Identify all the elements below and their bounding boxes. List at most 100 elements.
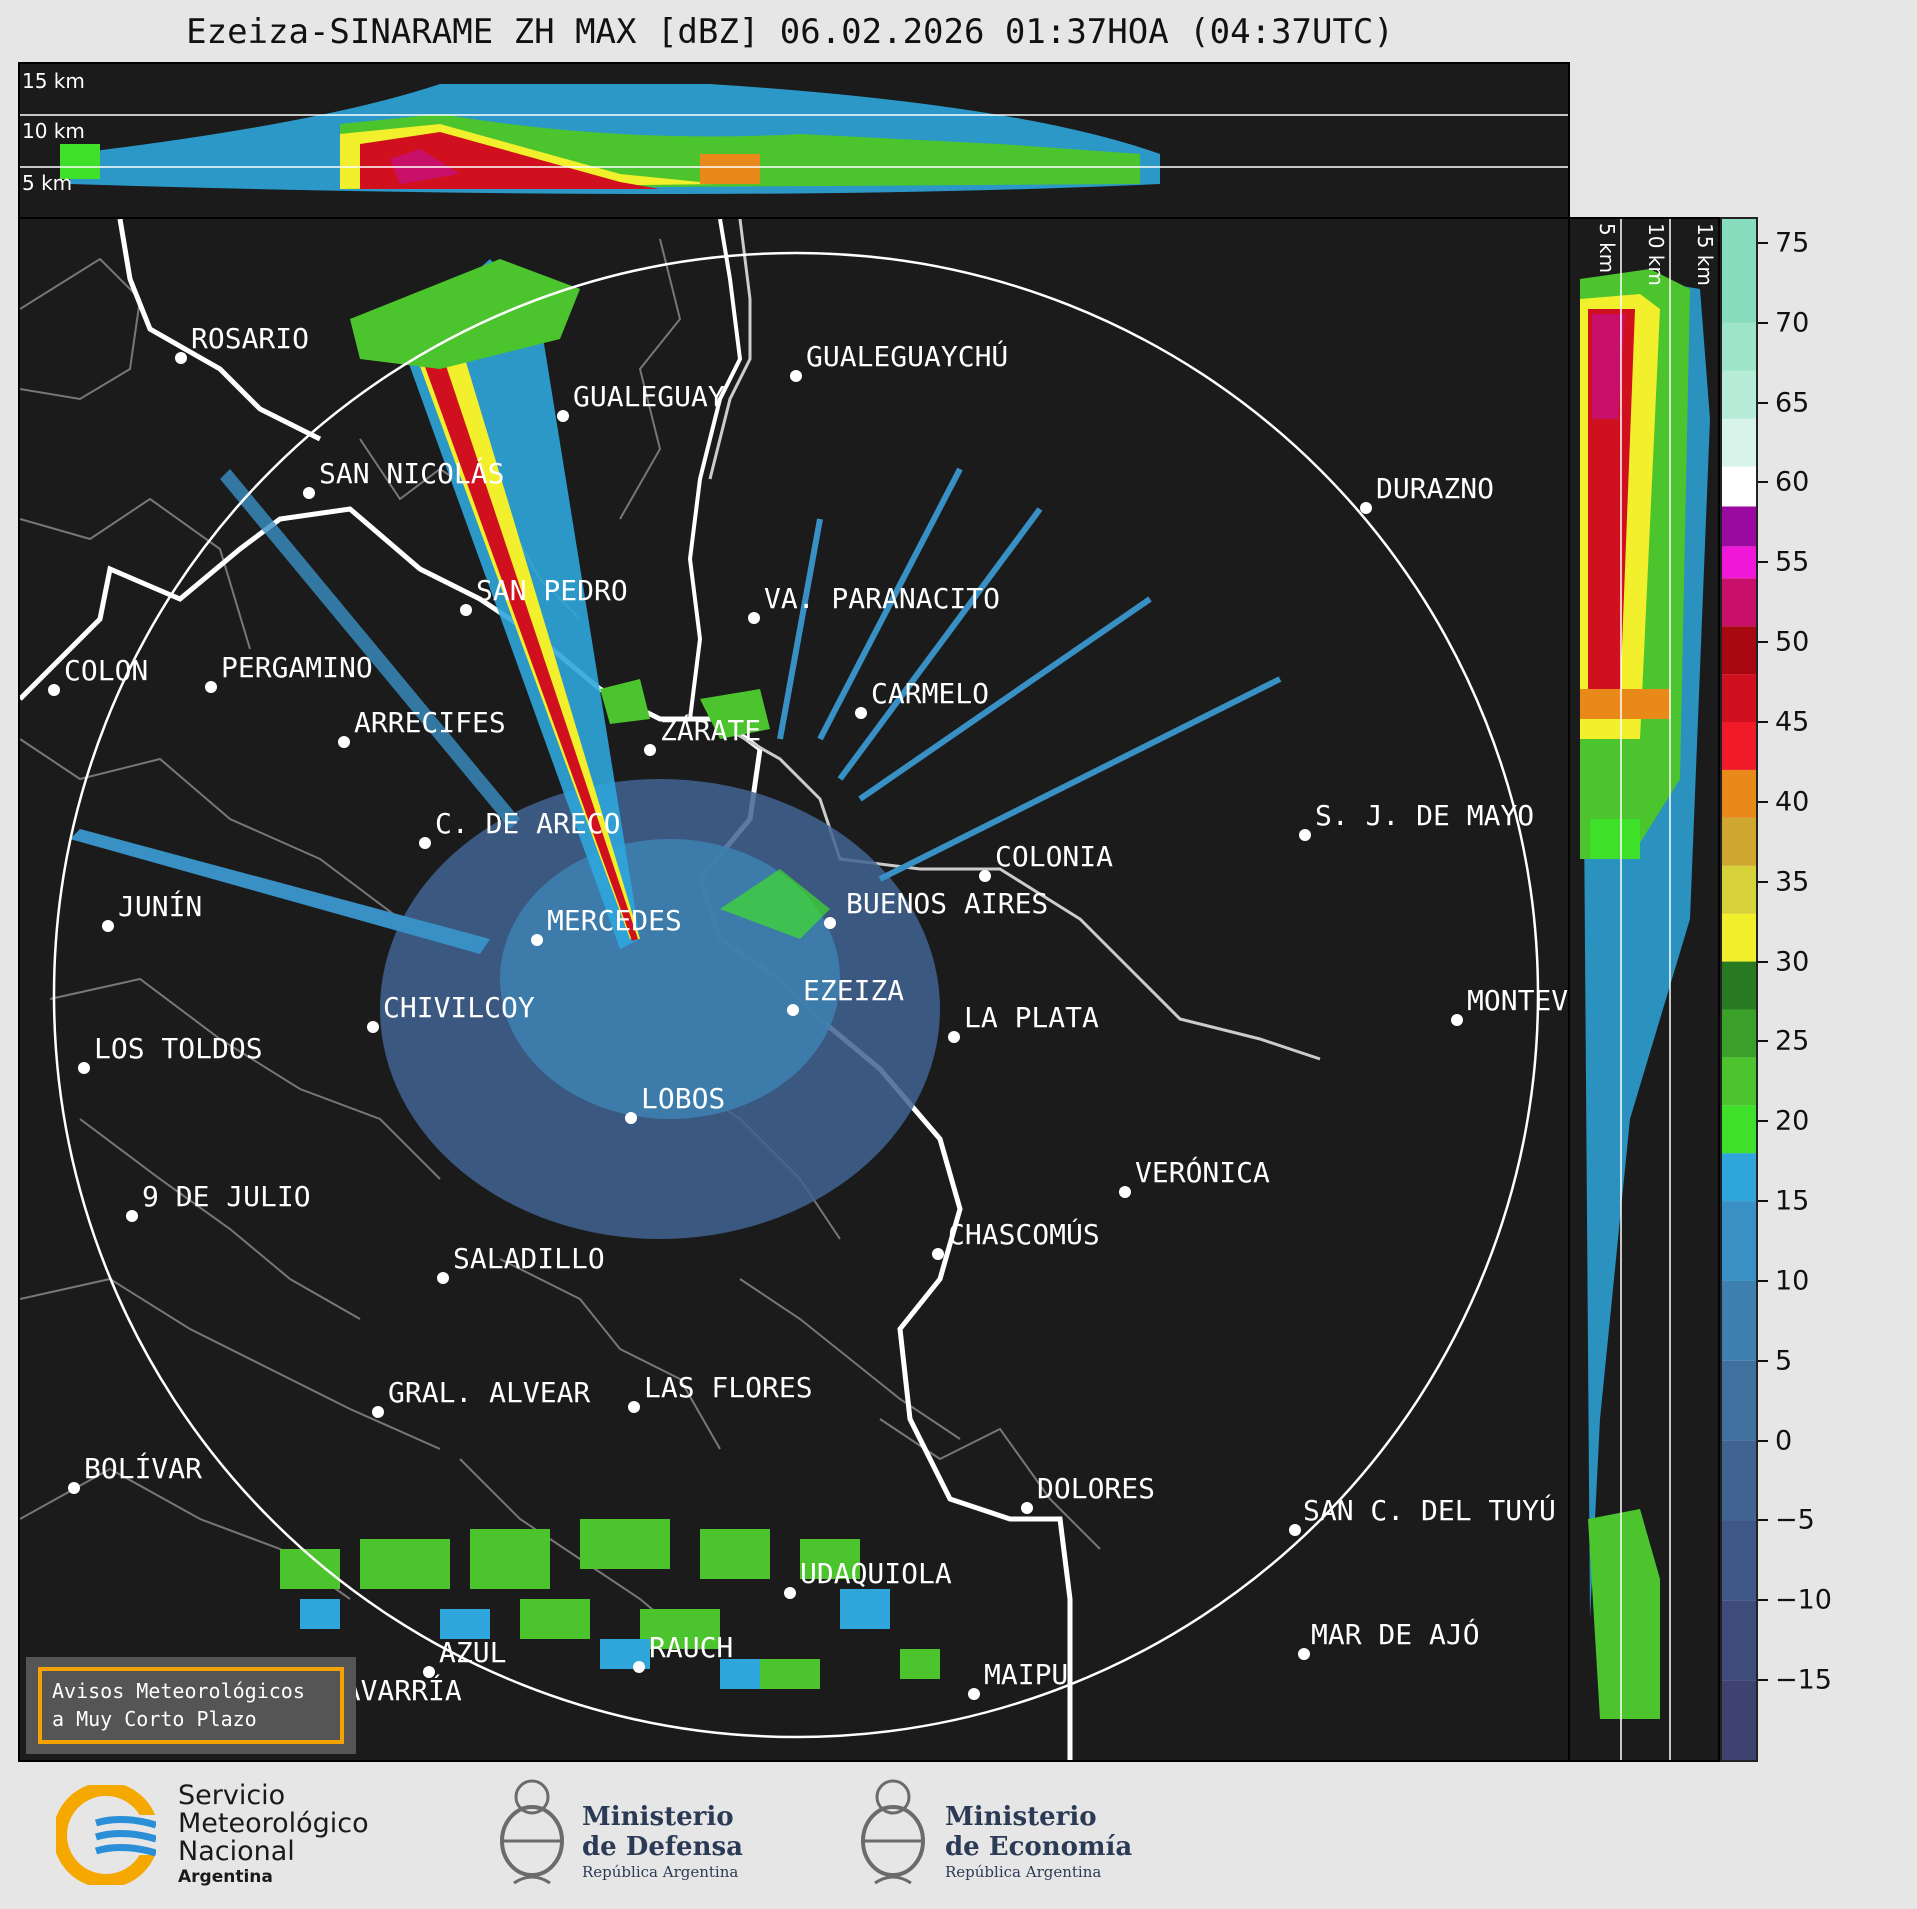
colorbar-swatch bbox=[1722, 546, 1756, 579]
colorbar-swatch bbox=[1722, 674, 1756, 723]
colorbar-tick-mark bbox=[1758, 1439, 1768, 1442]
colorbar-tick-label: 5 bbox=[1775, 1345, 1793, 1377]
radar-echoes bbox=[70, 259, 1282, 1689]
city-label-veronica: VERÓNICA bbox=[1135, 1155, 1270, 1189]
colorbar-tick-mark bbox=[1758, 1279, 1768, 1282]
city-label-azul: AZUL bbox=[439, 1636, 506, 1669]
economia-line-1: Ministerio bbox=[945, 1802, 1097, 1832]
defensa-line-3: República Argentina bbox=[582, 1863, 739, 1881]
colorbar-tick-label: 25 bbox=[1775, 1025, 1810, 1057]
smn-logo-text: Servicio Meteorológico Nacional Argentin… bbox=[178, 1782, 369, 1888]
colorbar-tick-label: 0 bbox=[1775, 1425, 1793, 1457]
city-label-carmelo: CARMELO bbox=[871, 677, 989, 710]
defensa-logo-text: Ministerio de Defensa República Argentin… bbox=[582, 1802, 743, 1882]
colorbar-swatch bbox=[1722, 466, 1756, 507]
city-label-san-pedro: SAN PEDRO bbox=[476, 574, 628, 607]
colorbar-tick-label: 45 bbox=[1775, 706, 1810, 738]
colorbar-swatch bbox=[1722, 1057, 1756, 1106]
city-label-montev: MONTEV bbox=[1467, 984, 1568, 1017]
colorbar-tick-mark bbox=[1758, 641, 1768, 644]
city-label-gualeguay: GUALEGUAY bbox=[573, 380, 725, 413]
map-title: Ezeiza-SINARAME ZH MAX [dBZ] 06.02.2026 … bbox=[186, 12, 1394, 52]
colorbar-tick-mark bbox=[1758, 321, 1768, 324]
city-label-pergamino: PERGAMINO bbox=[221, 651, 373, 684]
colorbar-tick-label: 75 bbox=[1775, 227, 1810, 259]
colorbar-tick-label: 70 bbox=[1775, 307, 1810, 339]
smn-line-2: Meteorológico bbox=[178, 1808, 369, 1839]
colorbar-swatch bbox=[1722, 506, 1756, 547]
city-label-arrecifes: ARRECIFES bbox=[354, 706, 506, 739]
colorbar-tick-mark bbox=[1758, 721, 1768, 724]
city-label-va-paranacito: VA. PARANACITO bbox=[764, 582, 1000, 615]
colorbar-swatch bbox=[1722, 1520, 1756, 1601]
colorbar-tick-label: 50 bbox=[1775, 626, 1810, 658]
colorbar-tick-mark bbox=[1758, 241, 1768, 244]
city-markers bbox=[48, 352, 1463, 1716]
colorbar-tick-label: 55 bbox=[1775, 546, 1810, 578]
defensa-line-1: Ministerio bbox=[582, 1802, 734, 1832]
economia-line-2: de Economía bbox=[945, 1832, 1133, 1862]
city-label-gral-alvear: GRAL. ALVEAR bbox=[388, 1376, 590, 1409]
smn-line-4: Argentina bbox=[178, 1867, 273, 1887]
city-label-chivilcoy: CHIVILCOY bbox=[383, 991, 535, 1024]
colorbar-swatch bbox=[1722, 865, 1756, 914]
city-label-colon: COLON bbox=[64, 654, 148, 687]
colorbar-tick-label: −10 bbox=[1775, 1584, 1832, 1616]
city-label-junin: JUNÍN bbox=[118, 889, 202, 923]
colorbar-swatch bbox=[1722, 322, 1756, 371]
city-label-gualeguaychu: GUALEGUAYCHÚ bbox=[806, 339, 1008, 373]
city-label-bolivar: BOLÍVAR bbox=[84, 1451, 202, 1485]
colorbar-tick-mark bbox=[1758, 1040, 1768, 1043]
colorbar-swatch bbox=[1722, 219, 1756, 323]
city-label-durazno: DURAZNO bbox=[1376, 472, 1494, 505]
colorbar-tick-mark bbox=[1758, 401, 1768, 404]
warning-badge[interactable]: Avisos Meteorológicos a Muy Corto Plazo bbox=[26, 1657, 356, 1754]
colorbar-swatch bbox=[1722, 1440, 1756, 1521]
colorbar-swatch bbox=[1722, 1153, 1756, 1202]
colorbar-tick-mark bbox=[1758, 481, 1768, 484]
city-label-colonia: COLONIA bbox=[995, 840, 1113, 873]
colorbar-tick-mark bbox=[1758, 800, 1768, 803]
colorbar-swatch bbox=[1722, 1680, 1756, 1760]
colorbar-swatch bbox=[1722, 913, 1756, 962]
colorbar-swatch bbox=[1722, 769, 1756, 818]
side-height-label-15km: 15 km bbox=[1693, 223, 1717, 286]
city-label-rauch: RAUCH bbox=[649, 1631, 733, 1664]
side-height-label-10km: 10 km bbox=[1644, 223, 1668, 286]
colorbar-swatch bbox=[1722, 1201, 1756, 1281]
city-label-ezeiza: EZEIZA bbox=[803, 974, 904, 1007]
colorbar-tick-label: 35 bbox=[1775, 866, 1810, 898]
warning-line-2: a Muy Corto Plazo bbox=[52, 1707, 257, 1731]
colorbar-swatch bbox=[1722, 578, 1756, 627]
colorbar-tick-label: 15 bbox=[1775, 1185, 1810, 1217]
city-label-chascomus: CHASCOMÚS bbox=[948, 1217, 1100, 1251]
economia-crest-icon bbox=[855, 1775, 931, 1893]
colorbar-swatch bbox=[1722, 1360, 1756, 1441]
city-label-san-c-del-tuyu: SAN C. DEL TUYÚ bbox=[1303, 1493, 1556, 1527]
city-label-mercedes: MERCEDES bbox=[547, 904, 682, 937]
colorbar-tick-mark bbox=[1758, 1120, 1768, 1123]
colorbar-tick-mark bbox=[1758, 960, 1768, 963]
colorbar-swatch bbox=[1722, 1105, 1756, 1154]
city-label-buenos-aires: BUENOS AIRES bbox=[846, 887, 1048, 920]
city-label-mar-de-ajo: MAR DE AJÓ bbox=[1311, 1617, 1480, 1651]
colorbar-swatch bbox=[1722, 626, 1756, 675]
colorbar-swatch bbox=[1722, 1600, 1756, 1681]
smn-logo-icon bbox=[56, 1785, 156, 1885]
colorbar-tick-label: −15 bbox=[1775, 1664, 1832, 1696]
smn-line-3: Nacional bbox=[178, 1836, 295, 1867]
top-profile-echoes bbox=[60, 84, 1160, 194]
colorbar-tick-label: 10 bbox=[1775, 1265, 1810, 1297]
city-label-los-toldos: LOS TOLDOS bbox=[94, 1032, 263, 1065]
city-label-dolores: DOLORES bbox=[1037, 1472, 1155, 1505]
colorbar-tick-label: 65 bbox=[1775, 387, 1810, 419]
colorbar-tick-label: 20 bbox=[1775, 1105, 1810, 1137]
colorbar-tick-mark bbox=[1758, 880, 1768, 883]
smn-line-1: Servicio bbox=[178, 1780, 286, 1811]
side-profile-echoes bbox=[1580, 269, 1710, 1719]
side-height-label-5km: 5 km bbox=[1595, 223, 1619, 273]
colorbar-tick-mark bbox=[1758, 1359, 1768, 1362]
side-height-profile-panel: 5 km 10 km 15 km bbox=[1568, 217, 1720, 1762]
economia-logo-text: Ministerio de Economía República Argenti… bbox=[945, 1802, 1132, 1882]
city-label-la-plata: LA PLATA bbox=[964, 1001, 1099, 1034]
